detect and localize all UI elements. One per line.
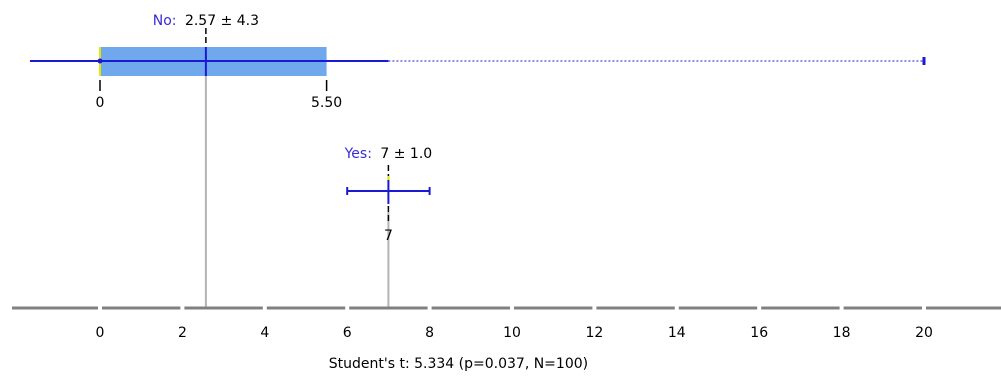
x-tick-mark [757,306,762,310]
statistic-footer: Student's t: 5.334 (p=0.037, N=100) [329,356,588,372]
x-tick-mark [262,306,267,310]
q1-dot-no [97,58,103,64]
x-tick-mark [674,306,679,310]
group-label-yes: Yes: 7 ± 1.0 [344,146,433,162]
max-outlier-marker-no [922,57,926,65]
x-tick-label: 14 [668,325,686,341]
x-tick-mark [427,306,432,310]
x-tick-label: 10 [503,325,521,341]
x-tick-mark [922,306,926,310]
x-tick-label: 2 [178,325,187,341]
x-tick-mark [345,306,350,310]
q1-label-no: 0 [96,95,105,111]
x-tick-label: 20 [915,325,933,341]
q3-label-no: 5.50 [311,95,342,111]
group-yes: 7 Yes: 7 ± 1.0 [344,146,433,244]
x-tick-mark [510,306,514,310]
x-tick-label: 4 [260,325,269,341]
x-tick-mark [98,306,102,310]
group-name-no: No: [153,13,177,29]
x-tick-mark [839,306,844,310]
x-axis: 0 2 4 6 8 10 12 14 16 18 20 [12,306,1001,341]
group-label-no: No: 2.57 ± 4.3 [153,13,259,29]
x-tick-label: 8 [425,325,434,341]
x-tick-label: 18 [833,325,851,341]
group-name-yes: Yes: [344,146,372,162]
group-stats-yes: 7 ± 1.0 [380,146,432,162]
x-tick-label: 6 [343,325,352,341]
x-tick-label: 0 [96,325,105,341]
group-stats-no: 2.57 ± 4.3 [185,13,259,29]
x-tick-mark [180,306,185,310]
x-tick-label: 12 [585,325,603,341]
group-no: 0 5.50 No: 2.57 ± 4.3 [29,13,926,111]
median-label-yes: 7 [384,228,393,244]
x-tick-mark [592,306,597,310]
x-tick-label: 16 [750,325,768,341]
